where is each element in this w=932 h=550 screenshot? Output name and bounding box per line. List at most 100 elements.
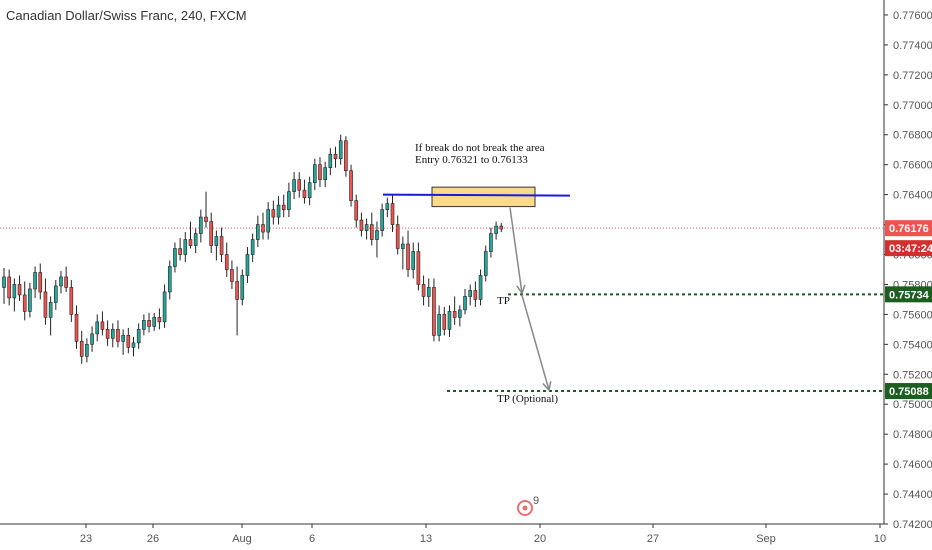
price-tags: 0.76176 03:47:24 0.75734 0.75088 [885, 220, 932, 400]
candle-up [256, 224, 260, 240]
candle-down [432, 287, 436, 336]
candle-up [468, 290, 473, 297]
candle-up [95, 321, 100, 335]
tp-price-tag [885, 286, 932, 303]
candle-down [235, 281, 239, 300]
time-axis[interactable]: 23 26 Aug 6 13 20 27 Sep 10 [0, 523, 886, 545]
candle-up [463, 296, 467, 311]
tp-label: TP [497, 295, 510, 307]
candle-up [478, 275, 483, 300]
candle-up [250, 239, 255, 255]
candle-down [344, 140, 348, 171]
candle-down [390, 203, 395, 225]
price-tick-label: 0.74800 [893, 429, 932, 441]
logo-badge: 9 [533, 495, 539, 507]
tp-price-tag-label: 0.75734 [889, 289, 930, 301]
candle-down [499, 225, 504, 230]
tp-optional-arrow-head [542, 381, 552, 392]
time-tick-label: 26 [147, 533, 159, 545]
price-tick-label: 0.76600 [893, 160, 932, 172]
candle-up [323, 167, 327, 180]
candle-down [333, 153, 338, 159]
candle-up [136, 329, 141, 344]
candle-up [85, 344, 89, 357]
tp-optional-price-tag [885, 383, 932, 400]
watermark-logo-icon: 9 [517, 495, 539, 516]
price-tick-label: 0.74400 [893, 489, 932, 501]
tp-optional-arrow [521, 295, 550, 391]
candle-up [245, 254, 250, 276]
time-tick-label: 10 [874, 533, 886, 545]
candle-down [209, 221, 213, 246]
candle-up [385, 203, 390, 210]
candle-up [12, 284, 17, 299]
last-price-tag [885, 220, 932, 237]
tp-optional-price-tag-label: 0.75088 [889, 386, 929, 398]
candle-up [121, 335, 125, 342]
annotation-text: If break do not break the area [415, 142, 545, 154]
candle-down [157, 317, 162, 323]
time-tick-label: 20 [534, 533, 546, 545]
time-tick-label: 13 [420, 533, 432, 545]
price-axis[interactable]: 0.77600 0.77400 0.77200 0.77000 0.76800 0.766… [883, 0, 932, 531]
candle-up [53, 285, 58, 303]
candle-down [473, 290, 478, 300]
candle-down [416, 251, 421, 285]
price-tick-label: 0.77200 [893, 70, 932, 82]
candle-up [152, 317, 157, 327]
candle-up [307, 182, 312, 198]
candle-down [64, 276, 68, 288]
candle-up [447, 311, 452, 330]
candle-up [90, 333, 94, 345]
candle-down [281, 204, 286, 210]
price-tick-label: 0.77600 [893, 10, 932, 22]
annotation-text: Entry 0.76321 to 0.76133 [415, 154, 528, 166]
entry-zone [431, 186, 536, 208]
price-tick-label: 0.74200 [893, 519, 932, 531]
price-tick-label: 0.76400 [893, 190, 932, 202]
candle-up [266, 209, 270, 233]
price-tick-label: 0.75200 [893, 369, 932, 381]
candle-down [406, 243, 410, 270]
candle-down [204, 216, 208, 222]
candle-up [173, 248, 177, 267]
candle-up [375, 230, 379, 240]
candle-down [22, 294, 27, 312]
tp-arrow [509, 207, 523, 294]
candle-up [142, 320, 146, 330]
candle-up [167, 266, 172, 293]
price-tick-label: 0.77400 [893, 40, 932, 52]
time-tick-label: 23 [80, 533, 92, 545]
candle-up [287, 191, 291, 210]
candle-up [312, 164, 317, 183]
tp-arrow-head [516, 284, 526, 295]
candle-up [240, 275, 245, 300]
candle-up [483, 251, 488, 276]
candle-down [442, 314, 447, 330]
price-tick-label: 0.75600 [893, 309, 932, 321]
candle-down [38, 272, 43, 293]
candle-up [458, 309, 462, 318]
candle-down [116, 329, 120, 342]
candle-down [7, 276, 11, 299]
candle-up [162, 291, 167, 323]
price-tick-label: 0.76800 [893, 130, 932, 142]
resistance-line [382, 193, 571, 197]
candle-up [2, 276, 6, 288]
candle-up [338, 140, 343, 159]
time-tick-label: Aug [232, 533, 252, 545]
price-tick-label: 0.75400 [893, 339, 932, 351]
candle-up [193, 233, 198, 246]
candle-down [297, 179, 302, 191]
price-tick-label: 0.75000 [893, 399, 932, 411]
candle-down [421, 284, 426, 297]
price-tick-label: 0.77000 [893, 100, 932, 112]
candle-down [349, 170, 353, 201]
chart-title: Canadian Dollar/Swiss Franc, 240, FXCM [6, 8, 247, 23]
candle-up [328, 153, 333, 168]
candle-up [426, 287, 431, 297]
candle-up [276, 204, 281, 218]
time-tick-label: 6 [309, 533, 315, 545]
